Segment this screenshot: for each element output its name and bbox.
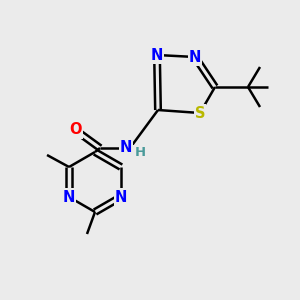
Text: S: S (195, 106, 205, 121)
Text: N: N (115, 190, 127, 205)
Text: O: O (70, 122, 82, 137)
Text: N: N (151, 47, 163, 62)
Text: N: N (189, 50, 201, 64)
Text: N: N (63, 190, 75, 205)
Text: H: H (134, 146, 146, 160)
Text: N: N (120, 140, 132, 155)
